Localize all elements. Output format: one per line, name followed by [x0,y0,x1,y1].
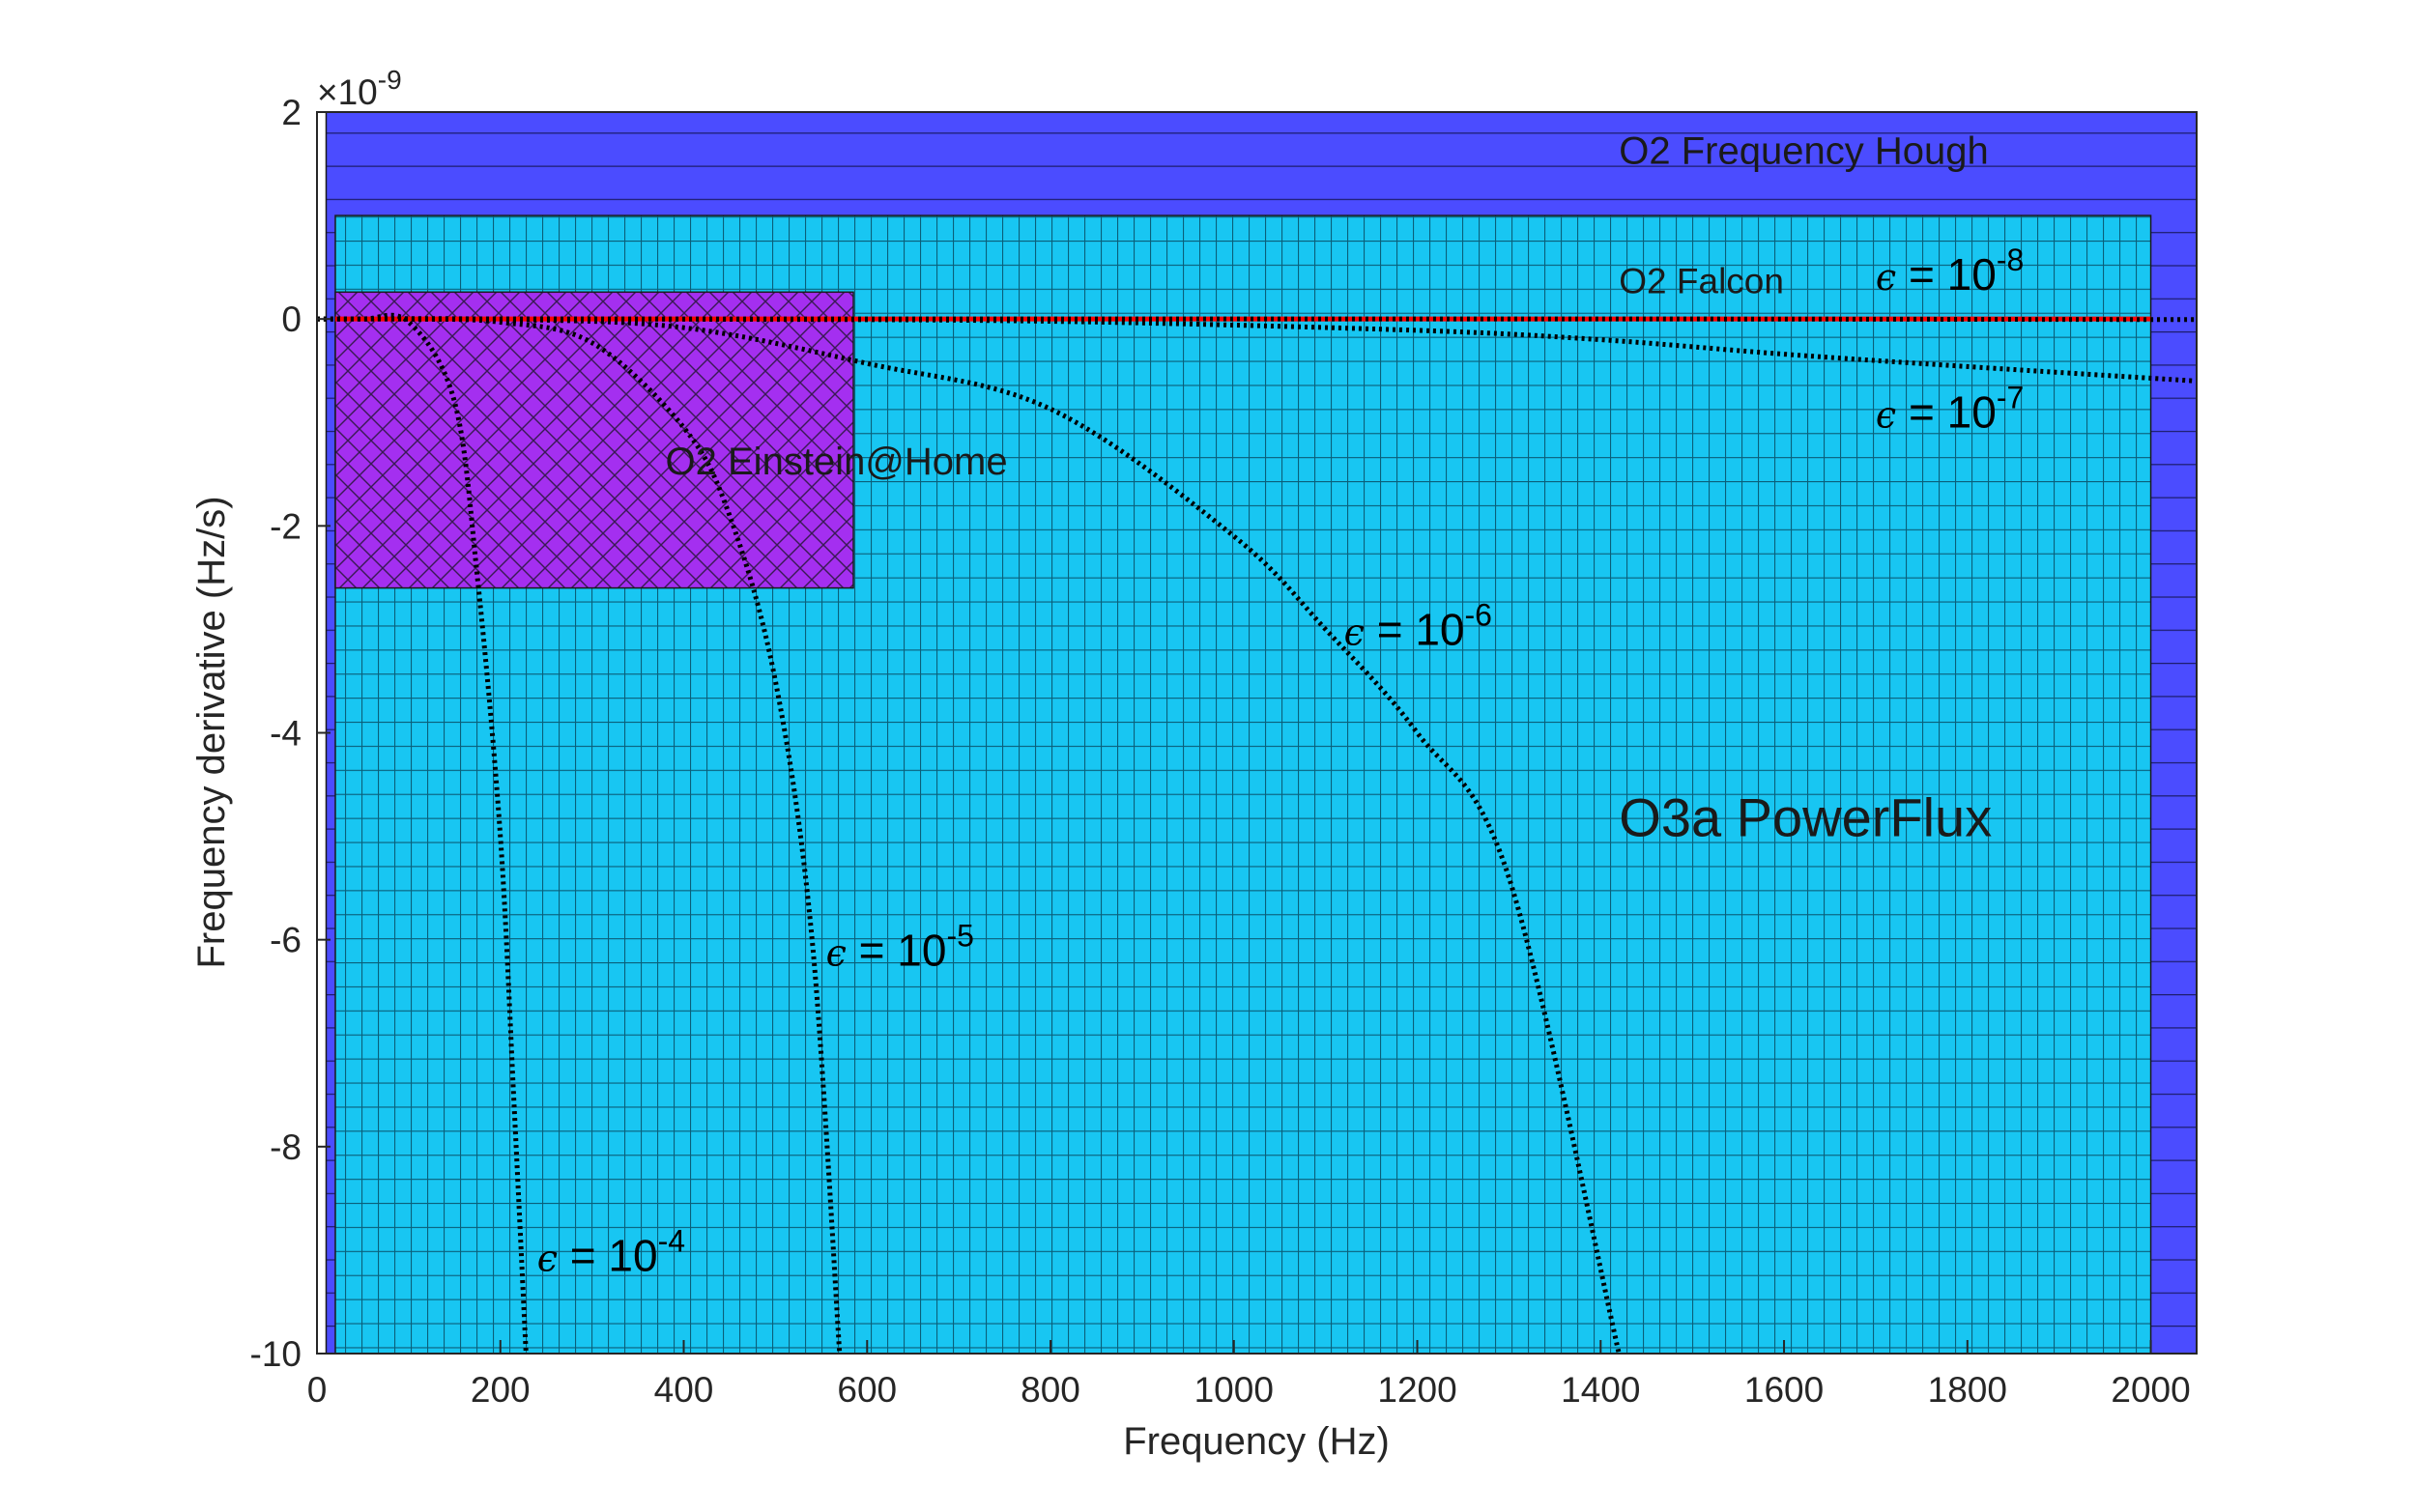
x-tick-label: 200 [471,1370,531,1410]
y-tick-label: -4 [270,714,302,754]
x-tick-label: 2000 [2111,1370,2190,1410]
y-tick-label: 2 [281,93,302,132]
curve-epsilon-1e-5 [317,316,843,1354]
epsilon-label: ϵ = 10-5 [826,918,974,975]
y-multiplier-base: ×10 [317,72,378,112]
epsilon-label: ϵ = 10-7 [1876,381,2024,438]
label-o2-einstein-at-home: O2 Einstein@Home [666,441,1008,483]
y-tick-label: -6 [270,921,302,960]
x-axis-label: Frequency (Hz) [1123,1420,1390,1463]
y-tick-label: -10 [250,1334,302,1374]
label-o2-falcon: O2 Falcon [1619,261,1784,300]
y-tick-label: 0 [281,300,302,339]
y-multiplier-exponent: -9 [378,65,402,95]
epsilon-label: ϵ = 10-8 [1876,242,2024,300]
x-tick-label: 800 [1021,1370,1080,1410]
spindown-curves [317,312,2197,1354]
x-tick-label: 1000 [1194,1370,1274,1410]
y-axis-ticks: -10 -8 -6 -4 -2 0 2 [250,93,331,1374]
x-tick-label: 1800 [1928,1370,2007,1410]
epsilon-label: ϵ = 10-4 [537,1223,685,1280]
x-tick-label: 0 [307,1370,328,1410]
curve-epsilon-1e-4 [317,312,529,1354]
epsilon-labels: ϵ = 10-8 ϵ = 10-7 ϵ = 10-6 ϵ = 10-5 ϵ = 10-4 [537,242,2025,1280]
x-tick-label: 600 [837,1370,897,1410]
y-axis-multiplier: ×10-9 [317,65,402,112]
search-regions [325,112,2197,1354]
y-tick-label: -2 [270,506,302,546]
label-o3a-powerflux: O3a PowerFlux [1619,787,1992,848]
y-tick-label: -8 [270,1127,302,1167]
x-tick-label: 1200 [1377,1370,1456,1410]
x-tick-label: 1600 [1744,1370,1824,1410]
curve-epsilon-1e-7 [317,316,2197,384]
x-tick-label: 400 [654,1370,714,1410]
label-o2-frequency-hough: O2 Frequency Hough [1619,130,1988,173]
y-axis-label: Frequency derivative (Hz/s) [190,496,233,968]
curve-epsilon-1e-8 [317,316,2197,323]
epsilon-label: ϵ = 10-6 [1344,597,1492,654]
curve-epsilon-1e-6 [317,316,1622,1354]
x-tick-label: 1400 [1561,1370,1640,1410]
x-axis-ticks: 0 200 400 600 800 1000 1200 1400 1600 1800 2000 [307,1340,2191,1410]
